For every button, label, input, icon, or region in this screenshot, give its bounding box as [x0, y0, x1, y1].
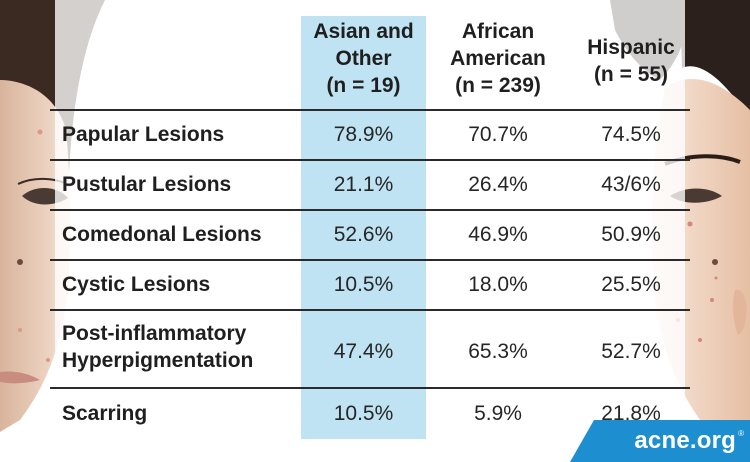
table-cell: 25.5% [601, 273, 661, 296]
brand-badge: acne.org ® [570, 420, 750, 462]
table-cell: 70.7% [468, 123, 528, 146]
table-divider [50, 209, 690, 211]
brand-badge-shape-icon [570, 420, 750, 462]
row-label-hyperpigmentation: Post-inflammatory Hyperpigmentation [62, 320, 253, 374]
row-label-text: Post-inflammatory [62, 322, 247, 345]
column-header-line: (n = 55) [593, 63, 669, 86]
table-cell: 26.4% [468, 173, 528, 196]
column-header-line: (n = 19) [326, 74, 401, 97]
table-divider [50, 309, 690, 311]
table-cell: 47.4% [333, 340, 394, 363]
table-cell: 18.0% [468, 273, 528, 296]
column-header-asian-other: Asian and Other (n = 19) [301, 18, 426, 99]
table-cell: 78.9% [333, 123, 394, 146]
row-label-text: Comedonal Lesions [62, 223, 262, 246]
column-header-line: Asian and [313, 20, 414, 43]
table-cell: 50.9% [601, 223, 661, 246]
column-header-line: Other [335, 47, 392, 70]
row-label-text: Pustular Lesions [62, 173, 232, 196]
brand-logo-text: acne.org [634, 427, 736, 454]
table-cell: 52.6% [333, 223, 394, 246]
highlighted-column-background [301, 16, 426, 439]
row-label-pustular: Pustular Lesions [62, 171, 231, 198]
table-cell: 10.5% [333, 273, 394, 296]
table-cell: 65.3% [468, 340, 528, 363]
table-cell: 5.9% [474, 402, 522, 425]
table-divider [50, 387, 690, 389]
brand-registered-mark: ® [738, 429, 744, 438]
table-divider [50, 159, 690, 161]
row-label-cystic: Cystic Lesions [62, 271, 210, 298]
row-label-text: Papular Lesions [62, 123, 225, 146]
column-header-line: (n = 239) [455, 74, 541, 97]
table-cell: 52.7% [601, 340, 661, 363]
row-label-comedonal: Comedonal Lesions [62, 221, 262, 248]
table-cell: 46.9% [468, 223, 528, 246]
table-cell: 21.1% [333, 173, 394, 196]
table-divider [50, 259, 690, 261]
table-divider [50, 109, 690, 111]
column-header-line: American [450, 47, 546, 70]
column-header-african-american: African American (n = 239) [430, 18, 566, 99]
table-cell: 10.5% [333, 402, 394, 425]
column-header-hispanic: Hispanic (n = 55) [572, 34, 690, 88]
row-label-papular: Papular Lesions [62, 121, 224, 148]
row-label-text: Hyperpigmentation [62, 349, 254, 372]
row-label-text: Scarring [62, 402, 148, 425]
table-cell: 43/6% [601, 173, 661, 196]
row-label-text: Cystic Lesions [62, 273, 211, 296]
table-cell: 21.8% [601, 402, 661, 425]
table-cell: 74.5% [601, 123, 661, 146]
row-label-scarring: Scarring [62, 400, 147, 427]
column-header-line: Hispanic [587, 36, 675, 59]
column-header-line: African [461, 20, 535, 43]
